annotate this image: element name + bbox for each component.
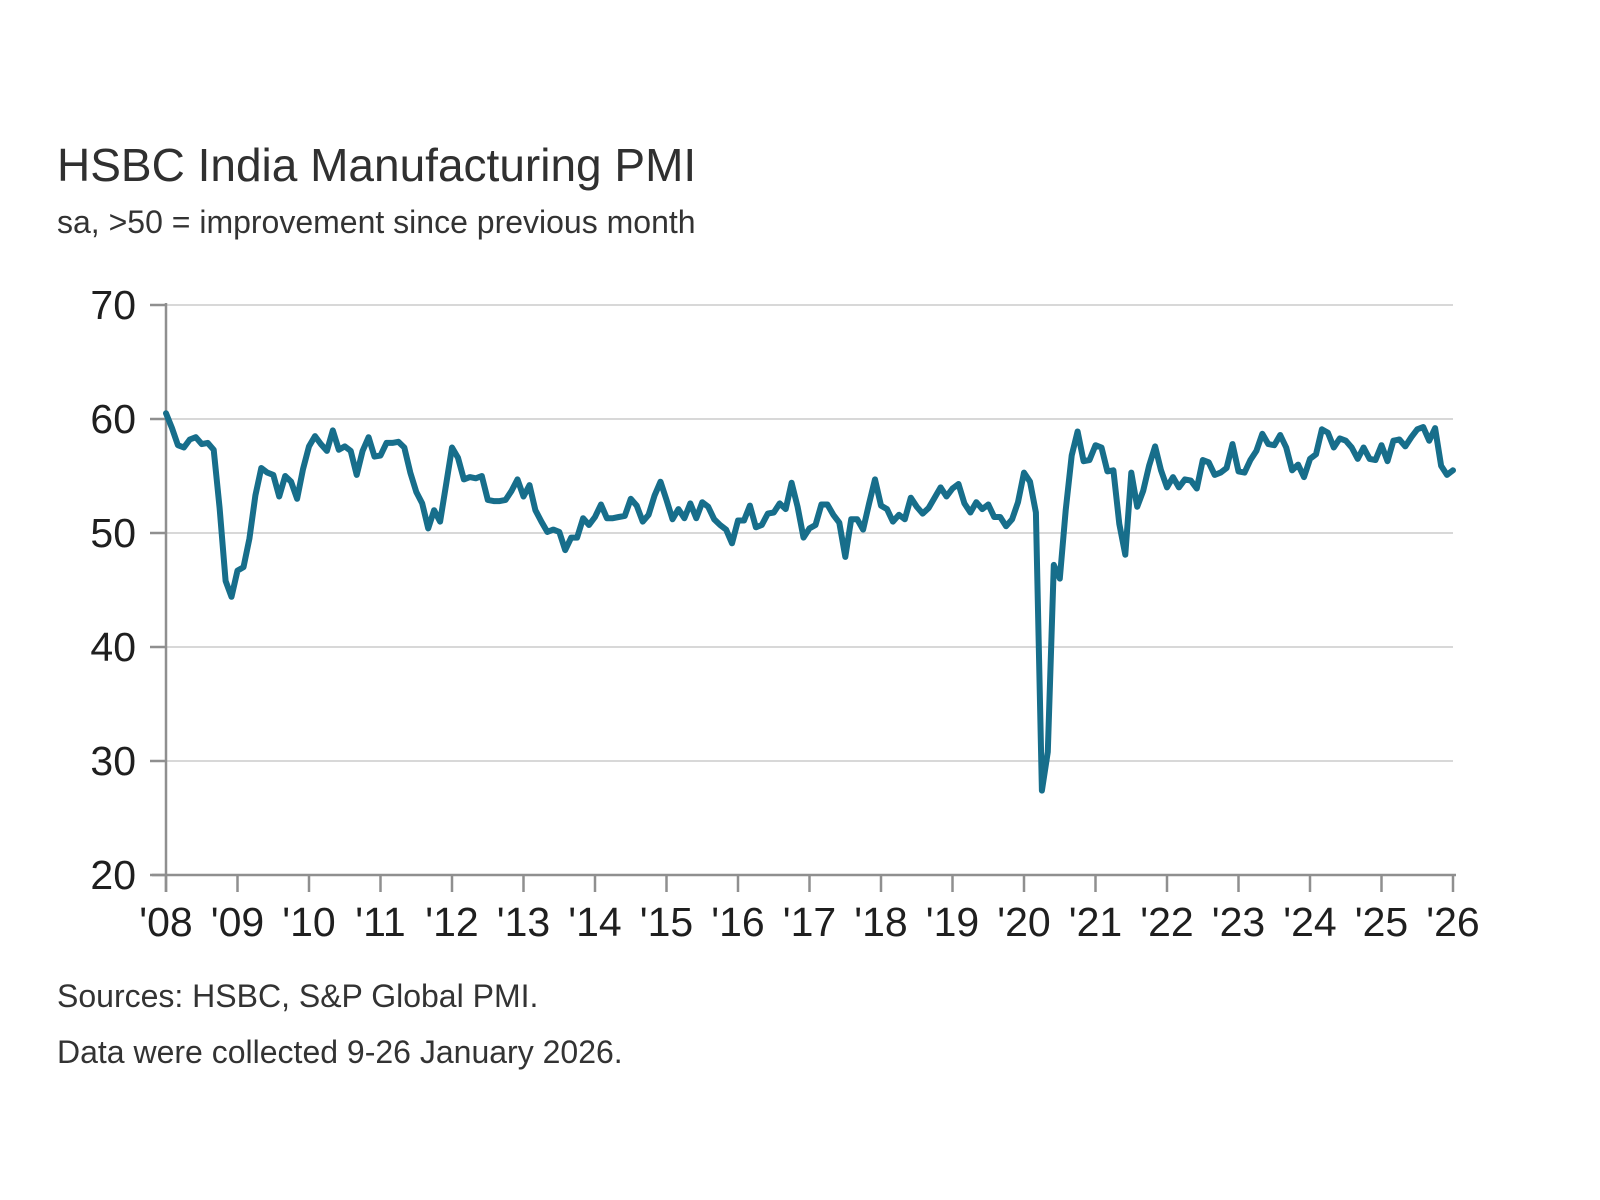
x-axis-label-11: '11 <box>355 899 405 945</box>
chart-subtitle: sa, >50 = improvement since previous mon… <box>57 204 696 240</box>
x-axis-label-25: '25 <box>1355 899 1408 945</box>
x-axis-label-15: '15 <box>640 899 693 945</box>
pmi-series-line <box>163 410 1456 794</box>
x-axis-label-23: '23 <box>1212 899 1265 945</box>
x-axis-label-19: '19 <box>926 899 979 945</box>
x-axis-label-18: '18 <box>854 899 907 945</box>
collection-note: Data were collected 9-26 January 2026. <box>57 1034 623 1070</box>
x-axis-label-20: '20 <box>997 899 1050 945</box>
x-axis-label-16: '16 <box>711 899 764 945</box>
x-axis-label-17: '17 <box>783 899 836 945</box>
y-axis-label-70: 70 <box>90 282 136 328</box>
x-axis-label-12: '12 <box>425 899 478 945</box>
x-axis-label-26: '26 <box>1426 899 1479 945</box>
x-axis-label-09: '09 <box>211 899 264 945</box>
chart-title: HSBC India Manufacturing PMI <box>57 139 697 191</box>
x-axis-label-21: '21 <box>1069 899 1122 945</box>
y-axis-label-30: 30 <box>90 738 136 784</box>
y-axis-label-60: 60 <box>90 396 136 442</box>
y-axis-label-50: 50 <box>90 510 136 556</box>
x-axis-label-10: '10 <box>282 899 335 945</box>
y-axis-label-40: 40 <box>90 624 136 670</box>
x-axis-label-13: '13 <box>497 899 550 945</box>
x-axis-label-08: '08 <box>139 899 192 945</box>
y-axis-label-20: 20 <box>90 852 136 898</box>
x-axis-label-22: '22 <box>1140 899 1193 945</box>
x-axis-label-24: '24 <box>1283 899 1336 945</box>
sources-text: Sources: HSBC, S&P Global PMI. <box>57 978 539 1014</box>
x-axis-label-14: '14 <box>568 899 621 945</box>
